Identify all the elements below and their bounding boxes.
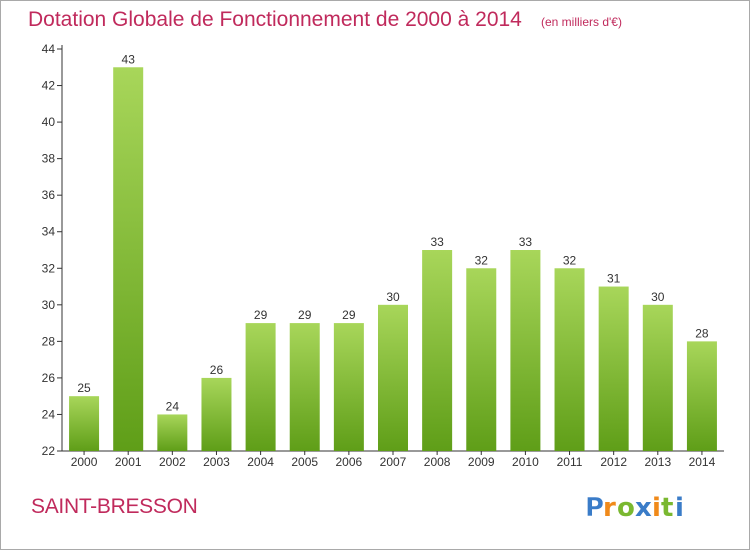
chart-title: Dotation Globale de Fonctionnement de 20… [28, 8, 522, 31]
x-axis: 2000 2001 2002 2003 2004 2005 2006 2007 2008 2009… [62, 450, 724, 469]
x-tick-label: 2010 [512, 455, 539, 469]
bars [69, 67, 717, 451]
bar [201, 377, 232, 451]
y-tick-label: 44 [42, 42, 56, 56]
commune-name: SAINT-BRESSON [31, 495, 198, 518]
x-tick-label: 2003 [203, 455, 230, 469]
bar [245, 323, 276, 451]
x-tick-label: 2007 [380, 455, 407, 469]
value-labels: 25 43 24 26 29 29 29 30 33 32 33 32 31 30 28 [77, 52, 709, 413]
bar [333, 323, 364, 451]
x-tick-label: 2008 [424, 455, 451, 469]
svg-text:i: i [675, 493, 684, 523]
x-tick-label: 2001 [115, 455, 142, 469]
y-tick-label: 40 [42, 115, 56, 129]
y-tick-label: 38 [42, 152, 56, 166]
bar [554, 268, 585, 451]
y-tick-label: 28 [42, 334, 56, 348]
bar [686, 341, 717, 451]
y-tick-label: 36 [42, 188, 56, 202]
svg-text:x: x [635, 493, 652, 523]
bar [510, 250, 541, 451]
y-tick-label: 24 [42, 407, 56, 421]
bar-value-label: 32 [475, 253, 489, 267]
bar [113, 67, 144, 451]
svg-text:i: i [652, 493, 661, 523]
bar [69, 396, 100, 451]
bar [378, 304, 408, 451]
bar-value-label: 31 [607, 272, 621, 286]
x-tick-label: 2009 [468, 455, 495, 469]
bar [157, 414, 188, 451]
bar [598, 286, 629, 451]
bar-value-label: 26 [210, 363, 224, 377]
bar [422, 250, 453, 451]
x-tick-label: 2005 [291, 455, 318, 469]
bar-value-label: 29 [342, 308, 356, 322]
bar-value-label: 25 [77, 381, 91, 395]
bar-value-label: 24 [166, 399, 180, 413]
bar-value-label: 30 [651, 290, 665, 304]
bar-value-label: 29 [298, 308, 312, 322]
svg-text:o: o [617, 493, 635, 523]
bar [289, 323, 320, 451]
svg-text:r: r [603, 493, 616, 523]
x-tick-label: 2012 [600, 455, 627, 469]
y-tick-label: 32 [42, 261, 56, 275]
proxiti-logo: P r o x i t i [585, 493, 684, 524]
bar-value-label: 43 [122, 52, 136, 66]
y-tick-label: 30 [42, 298, 56, 312]
x-tick-label: 2006 [336, 455, 363, 469]
y-tick-label: 26 [42, 371, 56, 385]
bar-value-label: 33 [430, 235, 444, 249]
bar-value-label: 30 [386, 290, 400, 304]
chart-subtitle: (en milliers d'€) [541, 15, 622, 29]
x-tick-label: 2011 [557, 455, 583, 469]
bar-value-label: 29 [254, 308, 268, 322]
bar-value-label: 28 [695, 326, 709, 340]
svg-text:P: P [585, 493, 604, 523]
x-tick-label: 2002 [159, 455, 186, 469]
x-tick-label: 2004 [247, 455, 274, 469]
y-axis: 22 24 26 28 30 32 34 36 38 40 42 44 [42, 42, 63, 458]
x-tick-label: 2014 [689, 455, 716, 469]
y-tick-label: 34 [42, 225, 56, 239]
bar [642, 304, 673, 451]
y-tick-label: 42 [42, 79, 56, 93]
svg-text:t: t [661, 493, 673, 523]
bar-value-label: 32 [563, 253, 577, 267]
bar-value-label: 33 [519, 235, 533, 249]
x-tick-label: 2000 [71, 455, 98, 469]
x-tick-label: 2013 [644, 455, 671, 469]
y-tick-label: 22 [42, 444, 56, 458]
bar [466, 268, 497, 451]
